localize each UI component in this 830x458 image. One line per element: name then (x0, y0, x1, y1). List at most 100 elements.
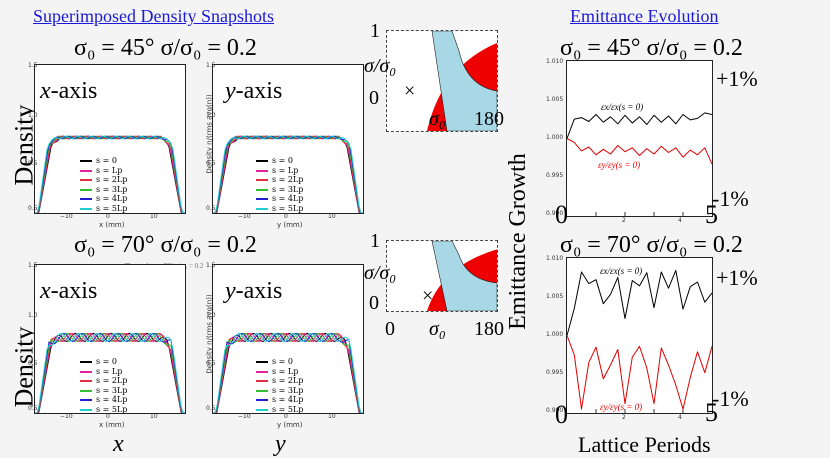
density-series-line (35, 332, 185, 413)
legend-label: s = 4Lp (96, 194, 128, 203)
density-snapshots-link[interactable]: Superimposed Density Snapshots (33, 6, 274, 26)
tick-label: −10 (238, 213, 251, 220)
legend-swatch (80, 361, 92, 363)
density-series-line (35, 135, 185, 213)
legend-swatch (256, 380, 268, 382)
legend-swatch (256, 399, 268, 401)
legend-swatch (256, 179, 268, 181)
legend-label: s = Lp (272, 165, 299, 175)
legend-label: s = 2Lp (96, 175, 128, 184)
x-axis-title-top: x-axis (40, 78, 98, 105)
legend-entry: s = Lp (80, 367, 127, 377)
legend-swatch (80, 198, 92, 200)
big-x0: 0 (555, 400, 568, 429)
emittance-panel-bottom (566, 257, 713, 414)
tick-label: 0.990 (546, 407, 564, 414)
x-mm-label: x (mm) (99, 221, 125, 229)
tick-label: 0.990 (546, 210, 564, 217)
emittance-growth-label: Emittance Growth (504, 153, 531, 330)
tick-label: 0 (106, 413, 110, 420)
tick-label: 10 (150, 413, 158, 420)
big-x5: 5 (705, 398, 718, 427)
legend-label: s = 0 (96, 357, 117, 366)
legend-label: s = 3Lp (96, 184, 128, 194)
tick-label: 0 (284, 413, 288, 420)
tick-label: 0.5 (28, 405, 38, 412)
legend-entry: s = 0 (80, 156, 127, 166)
tick-label: 2 (622, 414, 626, 421)
legend-label: s = 5Lp (96, 203, 128, 213)
legend-entry: s = Lp (256, 367, 303, 377)
inset-diagram-top (386, 30, 498, 132)
tick-label: 0.5 (206, 360, 216, 367)
legend-swatch (80, 408, 92, 411)
big-x5: 5 (705, 200, 718, 229)
tick-label: −10 (60, 413, 73, 420)
big-x0: 0 (555, 200, 568, 229)
emittance-series-line (567, 138, 712, 165)
inset-xmax: 180 (474, 108, 504, 130)
tick-label: 1.0 (28, 312, 38, 319)
density-series-line (35, 332, 185, 413)
density-series-line (213, 135, 363, 213)
y-axis-title-top: y-axis (225, 78, 283, 105)
density-units-label: Density n/(rms avg(n)) (205, 294, 214, 374)
legend-entry: s = 4Lp (80, 395, 127, 405)
emittance-evolution-link[interactable]: Emittance Evolution (570, 6, 719, 26)
legend-swatch (80, 160, 92, 162)
tick-label: 0 (284, 213, 288, 220)
legend-label: s = 2Lp (272, 376, 304, 385)
legend-swatch (256, 188, 268, 191)
tick-label: −10 (60, 213, 73, 220)
legend-swatch (80, 370, 92, 373)
legend-entry: s = 5Lp (256, 405, 303, 415)
legend-swatch (80, 380, 92, 382)
legend-entry: s = 3Lp (80, 386, 127, 396)
heading-bottom-right: σ₀ = 70° σ/σ₀ = 0.2 (560, 232, 743, 258)
y-mm-label: y (mm) (277, 221, 303, 229)
tick-label: 1.0 (206, 312, 216, 319)
tick-label: 0.5 (28, 160, 38, 167)
legend-swatch (80, 207, 92, 210)
legend-entry: s = 2Lp (256, 376, 303, 386)
minus-one-percent: -1% (712, 386, 749, 411)
y-axis-title-bottom: y-axis (225, 278, 283, 305)
tick-label: 1.005 (546, 96, 564, 103)
lattice-periods-label: Lattice Periods (578, 432, 711, 457)
tick-label: 1.005 (546, 293, 564, 300)
emittance-plot (567, 112, 712, 216)
legend-entry: s = 0 (256, 156, 303, 166)
legend-swatch (256, 370, 268, 373)
tick-label: 2 (622, 217, 626, 224)
legend-label: s = 5Lp (272, 404, 304, 414)
tick-label: 10 (328, 413, 336, 420)
emittance-series-line (567, 269, 712, 336)
tick-label: 1.000 (546, 134, 564, 141)
legend-swatch (256, 207, 268, 210)
tick-label: 1.010 (546, 255, 564, 262)
legend-label: s = 3Lp (272, 385, 304, 395)
legend-swatch (80, 188, 92, 191)
legend-label: s = Lp (96, 366, 123, 376)
legend-entry: s = Lp (256, 166, 303, 176)
legend-swatch (256, 160, 268, 162)
inset-xmin: 0 (385, 318, 395, 340)
eps-x-label: εx/εx(s = 0) (600, 266, 643, 276)
legend-label: s = 2Lp (96, 376, 128, 385)
inset-shape (427, 31, 497, 131)
inset-ybot: 0 (369, 87, 379, 109)
tick-label: 0.5 (206, 405, 216, 412)
legend-label: s = 4Lp (272, 395, 304, 404)
x-axis-title-bottom: x-axis (40, 278, 98, 305)
inset-marker: × (404, 80, 416, 102)
emittance-series-line (567, 112, 712, 139)
legend-label: s = 3Lp (96, 385, 128, 395)
legend-swatch (80, 399, 92, 401)
density-series-line (35, 332, 185, 413)
legend-label: s = 0 (272, 357, 293, 366)
density-series-line (35, 135, 185, 213)
legend-swatch (256, 169, 268, 172)
